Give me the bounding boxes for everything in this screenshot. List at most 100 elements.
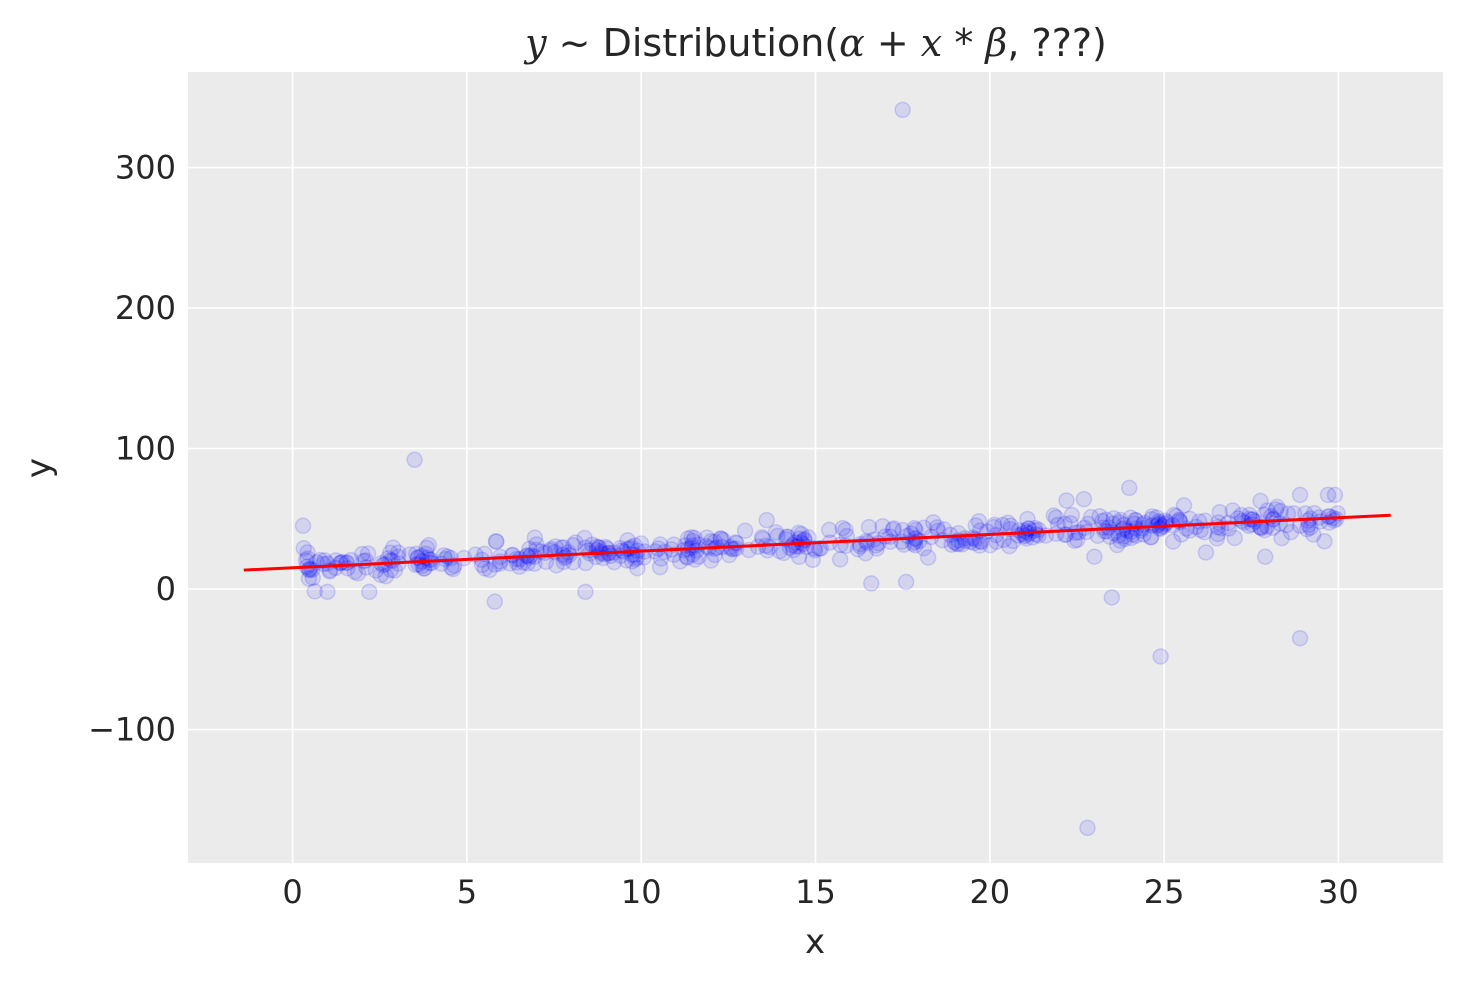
scatter-point [577,583,594,601]
scatter-point [885,520,903,537]
scatter-point [1252,518,1269,536]
scatter-point [698,529,716,546]
scatter-point [874,517,891,535]
scatter-point [897,573,915,591]
scatter-point [1079,819,1096,837]
scatter-point [1152,648,1169,665]
scatter-point [1028,525,1045,543]
scatter-point [1252,492,1269,510]
scatter-point [486,593,504,610]
scatter-point [683,529,700,546]
title-rest: , ???) [1007,21,1107,65]
scatter-point [812,540,830,557]
scatter-point [1175,497,1193,514]
scatter-point [1108,536,1126,554]
scatter-point [831,551,849,568]
scatter-point [528,536,545,553]
scatter-point [508,550,525,568]
chart-title: y ~ Distribution(α + x * β, ???) [523,21,1107,65]
scatter-point [1252,519,1269,536]
y-tick-label: 0 [156,570,176,608]
scatter-point [1256,548,1274,565]
scatter-point [686,551,704,568]
scatter-point [304,569,322,587]
scatter-point [444,560,462,578]
scatter-point [1305,526,1322,543]
scatter-point [679,530,697,547]
scatter-point [1282,523,1300,541]
y-tick-label: −100 [88,711,176,749]
scatter-point [1121,479,1138,497]
scatter-point [1123,529,1140,547]
scatter-point [867,537,885,554]
title-y: y [523,21,547,65]
scatter-point [1192,521,1209,539]
scatter-point [849,541,867,558]
scatter-point [1316,533,1333,550]
scatter-point [706,533,724,551]
scatter-point [481,561,498,579]
x-tick-label: 10 [621,873,662,911]
scatter-point [1164,533,1182,550]
title-alpha: α [839,21,865,65]
title-x: x [921,21,942,65]
scatter-point [491,555,509,572]
scatter-point [671,553,689,570]
scatter-point [300,570,318,587]
scatter-point [321,563,338,580]
scatter-point [605,553,623,571]
scatter-point [811,540,828,557]
scatter-point [837,521,854,539]
scatter-point [1142,528,1160,546]
scatter-point [804,551,821,569]
scatter-point [919,549,937,566]
scatter-point [511,558,528,575]
scatter-point [294,517,312,535]
scatter-point [623,553,641,570]
scatter-point [821,521,838,539]
scatter-point [487,532,505,550]
scatter-point [994,516,1011,534]
scatter-point [446,557,463,574]
scatter-point [372,566,389,584]
scatter-point [1111,514,1128,531]
scatter-point [384,552,401,570]
scatter-point [591,539,608,556]
x-tick-labels: 0 5 10 15 20 25 30 [282,873,1358,911]
scatter-point [319,555,336,572]
x-tick-label: 20 [969,873,1010,911]
x-tick-label: 0 [282,873,302,911]
scatter-point [758,511,775,529]
scatter-point [1047,509,1065,526]
scatter-point [1291,486,1309,504]
scatter-point [384,539,402,556]
scatter-point [1272,502,1289,520]
scatter-point [970,512,988,530]
scatter-point [361,583,378,601]
scatter-point [1291,629,1309,647]
scatter-point [767,523,785,541]
scatter-point [793,525,810,543]
x-axis-label: x [805,922,825,962]
scatter-point [299,544,316,561]
fit-line [243,513,1391,572]
scatter-point [860,518,878,536]
scatter-point [1086,548,1103,565]
scatter-point [863,575,880,592]
scatter-point [684,546,701,563]
scatter-point [1068,531,1086,549]
scatter-point [382,544,399,561]
title-beta: β [983,21,1007,65]
scatter-point [1097,511,1115,528]
scatter-point [1017,530,1035,547]
scatter-point [565,537,582,554]
scatter-point [727,540,745,557]
scatter-point [1075,490,1093,508]
scatter-point [857,544,874,562]
scatter-point [567,534,584,551]
scatter-point [1273,529,1290,547]
scatter-point [1142,529,1160,546]
scatter-point [761,538,778,556]
y-axis-label: y [19,458,59,478]
y-tick-label: 200 [115,289,176,327]
